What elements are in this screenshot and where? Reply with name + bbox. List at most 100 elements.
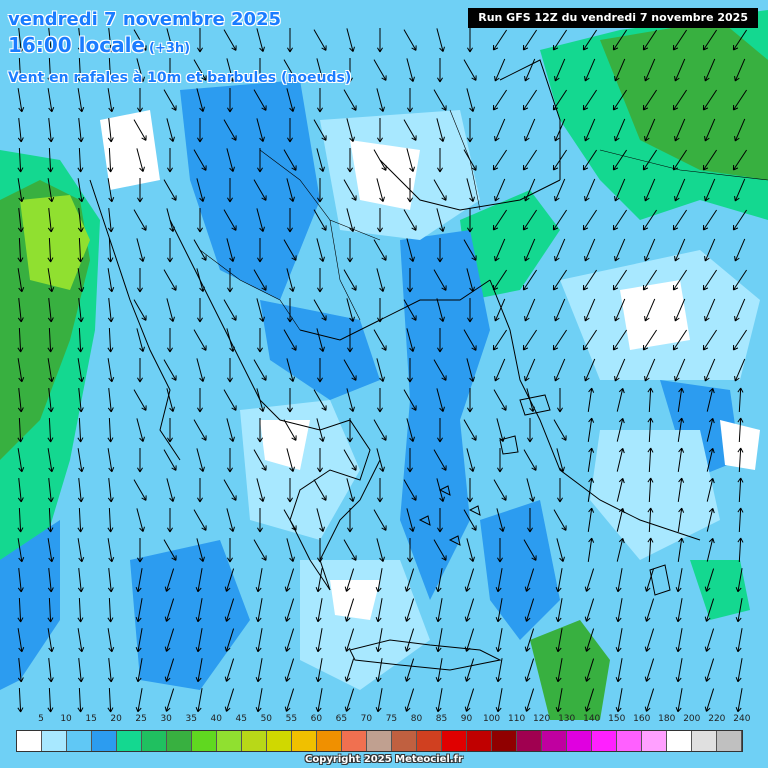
wind-arrow	[496, 538, 504, 563]
wind-arrow	[612, 89, 628, 111]
wind-arrow	[283, 509, 297, 531]
wind-arrow	[735, 628, 743, 653]
legend-label: 70	[360, 714, 373, 724]
wind-arrow	[732, 89, 748, 111]
wind-arrow	[466, 538, 475, 562]
wind-arrow	[584, 568, 595, 592]
wind-arrow	[466, 448, 475, 472]
wind-arrow	[344, 598, 355, 622]
wind-arrow	[677, 507, 685, 532]
wind-arrow	[526, 388, 535, 412]
wind-arrow	[436, 58, 444, 83]
wind-arrow	[136, 58, 145, 82]
wind-arrow	[77, 358, 85, 383]
wind-arrow	[77, 327, 84, 353]
wind-arrow	[226, 418, 235, 442]
legend-swatch	[217, 731, 243, 751]
wind-arrow	[464, 658, 475, 682]
wind-arrow	[47, 597, 54, 623]
wind-arrow	[376, 298, 384, 323]
wind-arrow	[316, 448, 324, 473]
wind-arrow	[196, 448, 205, 472]
wind-arrow	[644, 118, 656, 142]
wind-arrow	[256, 28, 265, 52]
wind-arrow	[256, 508, 264, 533]
wind-arrow	[376, 178, 385, 202]
legend-color-bar	[16, 730, 744, 752]
wind-arrow	[133, 29, 147, 51]
wind-arrow	[166, 58, 174, 83]
wind-arrow	[316, 58, 325, 82]
legend-label: 80	[410, 714, 423, 724]
legend-label: 220	[708, 714, 726, 724]
wind-arrow	[704, 118, 716, 142]
wind-arrow	[616, 387, 625, 412]
wind-arrow	[584, 238, 596, 262]
wind-arrow	[196, 208, 204, 233]
wind-arrow	[495, 568, 503, 593]
wind-arrow	[256, 328, 264, 353]
wind-arrow	[524, 238, 536, 262]
wind-arrow	[436, 508, 444, 533]
wind-arrow	[642, 329, 658, 351]
wind-arrow	[316, 418, 325, 442]
wind-arrow	[524, 628, 535, 652]
wind-arrow	[255, 628, 263, 653]
wind-arrow	[286, 268, 295, 292]
legend-label: 160	[633, 714, 651, 724]
wind-arrow	[17, 687, 24, 713]
wind-arrow	[284, 598, 295, 622]
wind-arrow	[556, 448, 565, 472]
wind-arrow	[403, 209, 417, 231]
wind-arrow	[286, 448, 295, 472]
wind-arrow	[406, 268, 414, 293]
wind-arrow	[346, 328, 354, 353]
wind-arrow	[524, 118, 536, 142]
wind-arrow	[256, 478, 265, 502]
wind-arrow	[584, 298, 596, 322]
wind-arrow	[135, 568, 143, 593]
wind-arrow	[704, 658, 715, 682]
wind-arrow	[556, 538, 565, 562]
wind-arrow	[164, 628, 175, 652]
wind-arrow	[255, 598, 263, 623]
wind-arrow	[166, 388, 175, 412]
wind-arrow	[223, 209, 237, 231]
wind-arrow	[556, 388, 564, 413]
wind-arrow	[286, 28, 294, 53]
wind-arrow	[737, 537, 744, 563]
wind-arrow	[193, 149, 207, 171]
wind-arrow	[495, 688, 503, 713]
legend-swatch	[92, 731, 118, 751]
wind-arrow	[674, 358, 686, 382]
wind-arrow	[133, 389, 147, 411]
wind-arrow	[373, 419, 387, 441]
wind-arrow	[373, 149, 387, 171]
legend-label: 130	[558, 714, 576, 724]
wind-arrow	[466, 478, 474, 503]
wind-arrow	[253, 539, 267, 561]
wind-arrow	[466, 358, 475, 382]
wind-arrow	[584, 358, 596, 382]
wind-arrow	[136, 448, 144, 473]
wind-arrow	[136, 538, 144, 563]
wind-arrow	[343, 359, 357, 381]
wind-arrow	[647, 477, 654, 503]
wind-arrow	[522, 29, 538, 51]
wind-arrow	[77, 478, 84, 503]
wind-arrow	[313, 299, 327, 321]
legend-label: 110	[508, 714, 526, 724]
wind-arrow	[17, 57, 24, 83]
wind-arrow	[732, 209, 748, 231]
coastlines-layer	[89, 59, 701, 671]
wind-arrow	[255, 568, 263, 593]
wind-arrow	[704, 298, 716, 322]
wind-arrow	[107, 538, 115, 563]
legend-label: 5	[38, 714, 44, 724]
wind-arrow	[316, 148, 325, 172]
wind-arrow	[373, 329, 387, 351]
wind-arrow	[107, 28, 114, 53]
wind-arrow	[256, 118, 265, 142]
wind-arrow	[47, 327, 54, 353]
wind-arrow	[403, 479, 417, 501]
